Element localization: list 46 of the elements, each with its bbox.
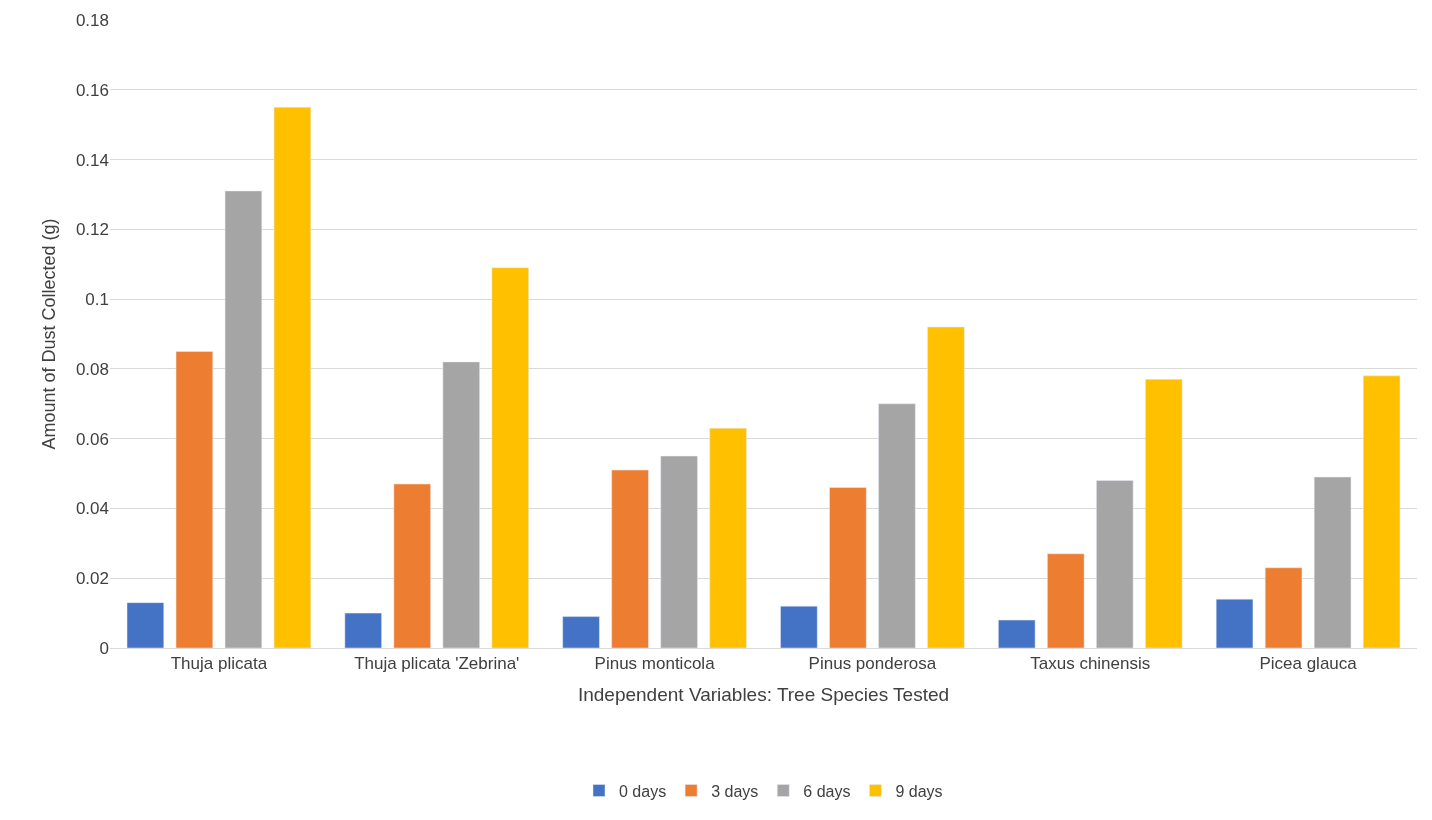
y-tick-label: 0.14 — [75, 150, 109, 170]
x-tick-label: Picea glauca — [1259, 654, 1358, 674]
x-tick-label: Pinus ponderosa — [808, 654, 937, 674]
y-tick-label: 0.18 — [75, 10, 109, 30]
legend-label: 9 days — [895, 782, 943, 800]
bar — [1362, 375, 1401, 648]
bar — [344, 612, 382, 648]
y-tick-label: 0.06 — [75, 429, 109, 449]
bar — [1096, 480, 1134, 648]
bar — [393, 483, 431, 648]
y-tick-label: 0.02 — [75, 569, 109, 589]
x-tick-label: Thuja plicata 'Zebrina' — [354, 654, 520, 674]
bar — [1264, 567, 1303, 648]
bar — [611, 469, 649, 648]
x-tick-label: Taxus chinensis — [1030, 654, 1151, 674]
y-tick-label: 0.12 — [75, 220, 109, 240]
bar — [491, 267, 529, 648]
bar — [1215, 598, 1254, 648]
bar — [1313, 476, 1352, 648]
legend-label: 3 days — [711, 782, 759, 800]
bar — [709, 427, 747, 648]
bar — [175, 351, 214, 648]
y-tick-label: 0.08 — [75, 359, 109, 379]
bar — [927, 326, 965, 648]
bar — [1047, 553, 1085, 648]
bar — [562, 616, 600, 648]
bar — [660, 455, 698, 648]
x-tick-label: Pinus monticola — [594, 654, 716, 674]
bar — [829, 487, 867, 648]
bar — [780, 605, 818, 648]
bar — [878, 403, 916, 648]
bar — [1145, 379, 1183, 648]
bar — [224, 190, 263, 648]
bar — [126, 602, 165, 648]
y-tick-label: 0.16 — [75, 80, 109, 100]
y-tick-label: 0.04 — [75, 499, 109, 519]
legend-label: 0 days — [619, 782, 667, 800]
legend-label: 6 days — [803, 782, 851, 800]
y-tick-label: 0 — [99, 638, 109, 658]
bar — [998, 619, 1036, 648]
x-tick-label: Thuja plicata — [170, 654, 268, 674]
y-axis-title: Amount of Dust Collected (g) — [39, 218, 60, 450]
y-tick-label: 0.1 — [85, 290, 109, 310]
x-axis-title: Independent Variables: Tree Species Tested — [577, 684, 950, 706]
bar — [442, 361, 480, 648]
bar — [273, 106, 312, 648]
